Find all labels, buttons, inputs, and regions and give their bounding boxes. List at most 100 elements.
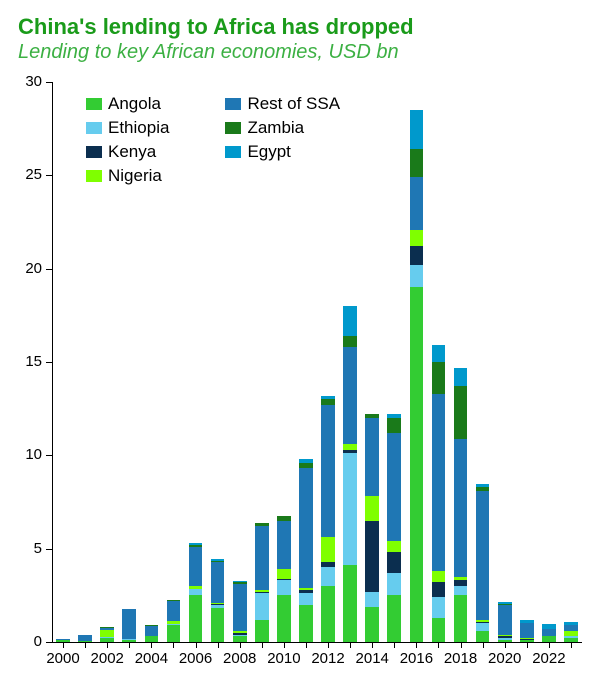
seg-angola	[277, 595, 291, 642]
bar-2015	[387, 414, 401, 642]
y-tick-label: 10	[2, 446, 42, 463]
plot-area: 0510152025302000200220042006200820102012…	[52, 82, 582, 642]
seg-angola	[189, 595, 203, 642]
seg-kenya	[432, 582, 446, 597]
bar-2008	[233, 581, 247, 642]
seg-rest_ssa	[233, 584, 247, 631]
seg-rest_ssa	[122, 609, 136, 639]
seg-nigeria	[321, 537, 335, 561]
seg-kenya	[410, 246, 424, 265]
seg-rest_ssa	[343, 347, 357, 444]
seg-nigeria	[100, 630, 114, 637]
seg-angola	[476, 631, 490, 642]
x-tick-label: 2004	[135, 650, 168, 667]
bar-2020	[498, 602, 512, 642]
seg-angola	[255, 620, 269, 642]
bar-2013	[343, 306, 357, 642]
bar-2017	[432, 345, 446, 642]
x-tick-label: 2010	[267, 650, 300, 667]
chart-subtitle: Lending to key African economies, USD bn	[18, 41, 588, 64]
seg-egypt	[410, 110, 424, 149]
seg-kenya	[387, 552, 401, 573]
seg-nigeria	[365, 496, 379, 520]
seg-egypt	[454, 368, 468, 387]
y-tick-label: 25	[2, 166, 42, 183]
seg-ethiopia	[277, 580, 291, 595]
x-tick-label: 2000	[46, 650, 79, 667]
seg-angola	[167, 625, 181, 642]
seg-angola	[454, 595, 468, 642]
seg-angola	[387, 595, 401, 642]
x-tick-label: 2020	[488, 650, 521, 667]
bar-2005	[167, 600, 181, 642]
bar-2007	[211, 559, 225, 642]
x-tick-label: 2012	[311, 650, 344, 667]
x-tick-label: 2008	[223, 650, 256, 667]
seg-rest_ssa	[454, 439, 468, 577]
seg-ethiopia	[255, 593, 269, 619]
y-tick-label: 15	[2, 353, 42, 370]
seg-angola	[365, 607, 379, 642]
seg-angola	[211, 608, 225, 642]
seg-ethiopia	[321, 567, 335, 586]
seg-rest_ssa	[520, 623, 534, 638]
seg-rest_ssa	[498, 605, 512, 635]
bar-2012	[321, 396, 335, 642]
bar-2001	[78, 635, 92, 642]
seg-ethiopia	[299, 593, 313, 604]
seg-rest_ssa	[321, 405, 335, 538]
seg-rest_ssa	[432, 394, 446, 571]
seg-nigeria	[387, 541, 401, 552]
x-tick-label: 2022	[532, 650, 565, 667]
bar-2011	[299, 459, 313, 642]
bar-2023	[564, 622, 578, 642]
seg-ethiopia	[432, 597, 446, 618]
x-tick-label: 2014	[356, 650, 389, 667]
y-tick-label: 20	[2, 260, 42, 277]
x-tick-label: 2016	[400, 650, 433, 667]
seg-zambia	[387, 418, 401, 433]
x-tick-label: 2002	[91, 650, 124, 667]
seg-rest_ssa	[145, 626, 159, 636]
seg-ethiopia	[343, 453, 357, 565]
seg-ethiopia	[476, 623, 490, 630]
seg-zambia	[410, 149, 424, 177]
bar-2021	[520, 620, 534, 642]
seg-nigeria	[432, 571, 446, 582]
seg-ethiopia	[410, 265, 424, 287]
seg-nigeria	[410, 230, 424, 247]
bar-2014	[365, 414, 379, 642]
x-tick-label: 2006	[179, 650, 212, 667]
x-tick-label: 2018	[444, 650, 477, 667]
seg-rest_ssa	[299, 468, 313, 587]
seg-rest_ssa	[189, 547, 203, 586]
chart-title: China's lending to Africa has dropped	[18, 14, 588, 39]
bar-2002	[100, 627, 114, 642]
bar-2010	[277, 516, 291, 642]
bar-2016	[410, 110, 424, 642]
y-tick-label: 0	[2, 633, 42, 650]
seg-ethiopia	[387, 573, 401, 595]
y-tick-label: 5	[2, 540, 42, 557]
seg-rest_ssa	[387, 433, 401, 541]
y-tick-label: 30	[2, 73, 42, 90]
bar-2019	[476, 484, 490, 642]
seg-egypt	[343, 306, 357, 336]
bar-2004	[145, 625, 159, 642]
bar-2022	[542, 624, 556, 642]
seg-angola	[299, 605, 313, 642]
seg-rest_ssa	[211, 562, 225, 603]
seg-rest_ssa	[167, 601, 181, 621]
seg-rest_ssa	[410, 177, 424, 229]
chart-container: China's lending to Africa has dropped Le…	[0, 0, 596, 696]
bar-2018	[454, 368, 468, 642]
seg-ethiopia	[365, 592, 379, 607]
seg-zambia	[432, 362, 446, 394]
seg-rest_ssa	[365, 418, 379, 496]
seg-egypt	[432, 345, 446, 362]
seg-rest_ssa	[255, 526, 269, 589]
seg-rest_ssa	[277, 521, 291, 570]
seg-angola	[321, 586, 335, 642]
seg-zambia	[343, 336, 357, 347]
seg-zambia	[454, 386, 468, 438]
